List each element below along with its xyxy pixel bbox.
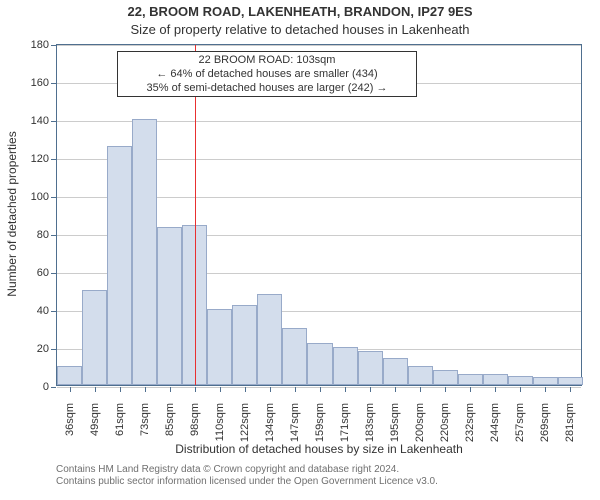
bar xyxy=(282,328,307,385)
x-tick-mark xyxy=(195,387,196,392)
y-tick-mark xyxy=(51,159,56,160)
annotation-line: ← 64% of detached houses are smaller (43… xyxy=(122,68,412,82)
x-tick-mark xyxy=(470,387,471,392)
footer-line-2: Contains public sector information licen… xyxy=(56,476,438,488)
x-tick-mark xyxy=(245,387,246,392)
x-tick-mark xyxy=(220,387,221,392)
x-tick-mark xyxy=(420,387,421,392)
bar xyxy=(107,146,132,385)
x-tick-mark xyxy=(395,387,396,392)
y-tick-mark xyxy=(51,45,56,46)
y-tick-mark xyxy=(51,273,56,274)
x-tick-mark xyxy=(270,387,271,392)
y-tick-mark xyxy=(51,387,56,388)
y-tick-mark xyxy=(51,121,56,122)
bar xyxy=(257,294,282,385)
y-tick-mark xyxy=(51,197,56,198)
x-tick-mark xyxy=(295,387,296,392)
bar xyxy=(82,290,107,385)
bar xyxy=(157,227,182,385)
x-tick-mark xyxy=(170,387,171,392)
y-tick-mark xyxy=(51,349,56,350)
x-tick-mark xyxy=(495,387,496,392)
bar xyxy=(433,370,458,385)
y-tick-label: 160 xyxy=(21,77,49,89)
annotation-box: 22 BROOM ROAD: 103sqm← 64% of detached h… xyxy=(117,51,417,97)
y-tick-label: 100 xyxy=(21,191,49,203)
x-axis-title: Distribution of detached houses by size … xyxy=(56,442,582,456)
x-tick-mark xyxy=(320,387,321,392)
bar xyxy=(483,374,508,385)
chart-title-line2: Size of property relative to detached ho… xyxy=(0,22,600,37)
bar xyxy=(358,351,383,385)
y-tick-mark xyxy=(51,83,56,84)
x-tick-mark xyxy=(445,387,446,392)
x-tick-mark xyxy=(520,387,521,392)
bar xyxy=(333,347,358,385)
grid-line xyxy=(57,387,581,388)
bar xyxy=(508,376,533,386)
y-tick-label: 60 xyxy=(21,267,49,279)
x-tick-mark xyxy=(370,387,371,392)
x-tick-mark xyxy=(145,387,146,392)
bar xyxy=(207,309,232,385)
y-tick-mark xyxy=(51,311,56,312)
annotation-line: 22 BROOM ROAD: 103sqm xyxy=(122,54,412,68)
chart-title-line1: 22, BROOM ROAD, LAKENHEATH, BRANDON, IP2… xyxy=(0,4,600,19)
y-tick-label: 20 xyxy=(21,343,49,355)
x-tick-mark xyxy=(95,387,96,392)
y-tick-label: 140 xyxy=(21,115,49,127)
y-axis-title: Number of detached properties xyxy=(5,114,19,314)
x-tick-mark xyxy=(70,387,71,392)
y-tick-label: 120 xyxy=(21,153,49,165)
plot-area: 02040608010012014016018036sqm49sqm61sqm7… xyxy=(56,44,582,386)
annotation-line: 35% of semi-detached houses are larger (… xyxy=(122,82,412,96)
bar xyxy=(533,377,558,385)
x-tick-mark xyxy=(545,387,546,392)
bar xyxy=(307,343,332,385)
x-tick-mark xyxy=(570,387,571,392)
grid-line xyxy=(57,45,581,46)
y-tick-mark xyxy=(51,235,56,236)
bar xyxy=(132,119,157,385)
y-tick-label: 40 xyxy=(21,305,49,317)
y-tick-label: 80 xyxy=(21,229,49,241)
bar xyxy=(408,366,433,385)
x-tick-mark xyxy=(345,387,346,392)
bar xyxy=(558,377,583,385)
bar xyxy=(57,366,82,385)
chart-root: { "titles": { "line1": "22, BROOM ROAD, … xyxy=(0,0,600,500)
bar xyxy=(232,305,257,385)
bar xyxy=(383,358,408,385)
chart-footer: Contains HM Land Registry data © Crown c… xyxy=(56,464,438,487)
bar xyxy=(458,374,483,385)
y-tick-label: 0 xyxy=(21,381,49,393)
footer-line-1: Contains HM Land Registry data © Crown c… xyxy=(56,464,438,476)
y-tick-label: 180 xyxy=(21,39,49,51)
x-tick-mark xyxy=(120,387,121,392)
